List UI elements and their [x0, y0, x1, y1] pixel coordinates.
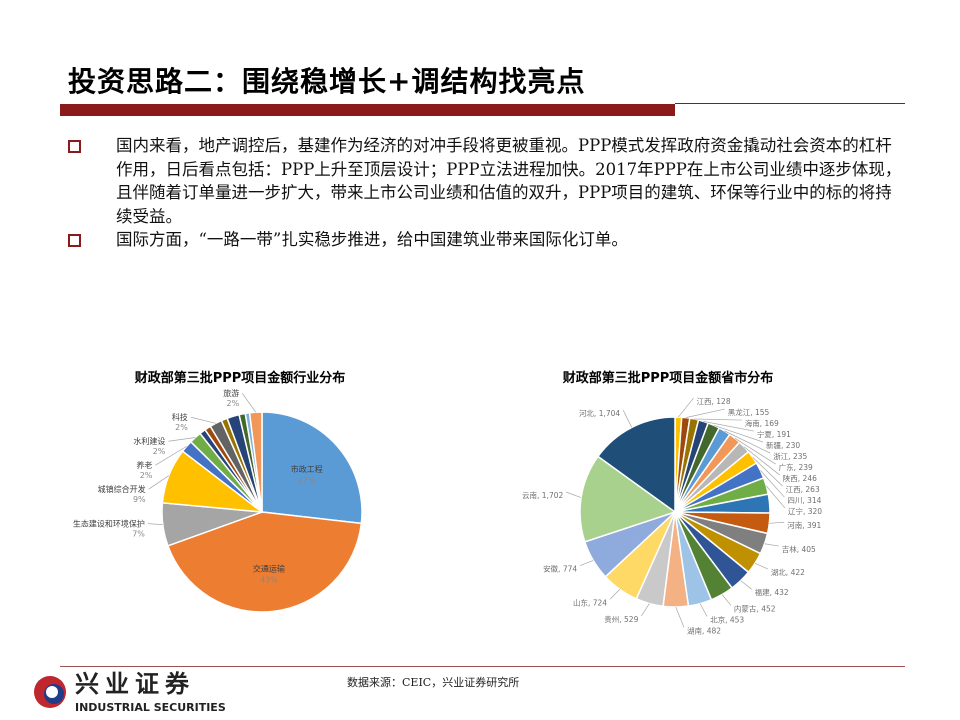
- slice-label: 贵州, 529: [604, 614, 638, 624]
- slice-label: 山东, 724: [573, 597, 607, 607]
- slice-label: 河北, 1,704: [579, 409, 620, 418]
- leader-line: [703, 421, 754, 432]
- slice-value: 43%: [260, 576, 278, 585]
- slice-label: 交通运输: [253, 564, 285, 574]
- slice-label: 养老: [136, 460, 152, 470]
- slice-value: 2%: [140, 471, 153, 480]
- slice-value: 9%: [133, 495, 146, 504]
- slice-label: 旅游: [223, 388, 239, 398]
- slice-label: 黑龙江, 155: [728, 407, 770, 417]
- leader-line: [754, 562, 768, 570]
- leader-line: [769, 521, 785, 524]
- leader-line: [148, 475, 170, 490]
- slice-value: 7%: [132, 530, 145, 539]
- slice-label: 浙江, 235: [773, 451, 807, 461]
- slice-label: 河南, 391: [787, 520, 821, 530]
- leader-line: [609, 589, 621, 600]
- leader-line: [168, 437, 196, 442]
- leader-line: [699, 603, 708, 617]
- slice-label: 江西, 263: [786, 485, 820, 494]
- slice-label: 生态建设和环境保护: [73, 519, 145, 529]
- slice-label: 四川, 314: [787, 496, 821, 505]
- pie-slice: [579, 455, 677, 543]
- leader-line: [766, 485, 786, 509]
- leader-line: [740, 580, 752, 590]
- leader-line: [241, 393, 257, 413]
- bullet-text: 国际方面，“一路一带”扎实稳步推进，给中国建筑业带来国际化订单。: [116, 230, 628, 249]
- footer-divider: [60, 666, 905, 667]
- chart-title: 财政部第三批PPP项目金额省市分布: [563, 370, 774, 386]
- pie-slice: [261, 411, 363, 525]
- slice-label: 北京, 453: [710, 614, 744, 624]
- slice-label: 江西, 128: [697, 397, 731, 406]
- slice-label: 城镇综合开发: [98, 484, 146, 494]
- title-accent-bar: [60, 104, 675, 116]
- leader-line: [641, 603, 650, 617]
- pie-slice: [596, 416, 676, 514]
- leader-line: [724, 430, 771, 454]
- leader-line: [721, 594, 732, 606]
- slice-label: 陕西, 246: [783, 473, 817, 483]
- slice-label: 新疆, 230: [766, 440, 800, 450]
- slice-label: 辽宁, 320: [788, 506, 822, 516]
- bullet-item: 国内来看，地产调控后，基建作为经济的对冲手段将更被重视。PPP模式发挥政府资金撬…: [68, 134, 908, 228]
- leader-line: [147, 523, 163, 525]
- square-bullet-icon: [68, 140, 81, 153]
- slice-label: 云南, 1,702: [522, 490, 563, 500]
- logo-en-text: INDUSTRIAL SECURITIES: [75, 701, 226, 714]
- leader-line: [764, 543, 779, 547]
- leader-line: [675, 606, 685, 628]
- leader-line: [713, 424, 764, 443]
- slice-value: 2%: [175, 423, 188, 432]
- title-divider: [675, 103, 905, 104]
- bullet-list: 国内来看，地产调控后，基建作为经济的对冲手段将更被重视。PPP模式发挥政府资金撬…: [68, 134, 908, 252]
- leader-line: [566, 491, 582, 498]
- logo-cn-text: 兴业证券: [75, 669, 195, 698]
- bullet-item: 国际方面，“一路一带”扎实稳步推进，给中国建筑业带来国际化订单。: [68, 228, 908, 252]
- leader-line: [752, 457, 783, 487]
- logo-emblem-icon: [34, 676, 66, 708]
- leader-line: [694, 418, 742, 421]
- leader-line: [580, 560, 594, 566]
- leader-line: [685, 408, 725, 418]
- slice-label: 吉林, 405: [782, 544, 816, 554]
- slice-label: 湖南, 482: [687, 625, 721, 635]
- leader-line: [743, 446, 781, 476]
- data-source: 数据来源：CEIC，兴业证券研究所: [347, 676, 520, 689]
- slice-label: 宁夏, 191: [757, 429, 791, 439]
- slice-label: 广东, 239: [779, 462, 813, 472]
- company-logo: 兴业证券 INDUSTRIAL SECURITIES: [30, 670, 260, 718]
- leader-line: [622, 410, 633, 428]
- leader-line: [190, 416, 216, 424]
- slice-label: 内蒙古, 452: [734, 603, 776, 613]
- slice-label: 海南, 169: [745, 418, 779, 428]
- slice-value: 2%: [153, 447, 166, 456]
- leader-line: [155, 446, 187, 466]
- slice-label: 科技: [172, 412, 188, 422]
- chart-title: 财政部第三批PPP项目金额行业分布: [135, 370, 346, 386]
- slice-label: 湖北, 422: [771, 568, 805, 577]
- slice-label: 福建, 432: [755, 587, 789, 597]
- slice-value: 27%: [298, 476, 316, 485]
- slice-label: 水利建设: [133, 436, 165, 446]
- leader-line: [734, 437, 776, 465]
- pie-slice: [166, 511, 363, 613]
- industry-pie-chart: 财政部第三批PPP项目金额行业分布市政工程27%交通运输43%旅游2%科技2%水…: [73, 370, 363, 613]
- slice-label: 市政工程: [291, 464, 323, 474]
- slice-value: 2%: [226, 399, 239, 408]
- slice-label: 安徽, 774: [543, 564, 577, 574]
- bullet-text: 国内来看，地产调控后，基建作为经济的对冲手段将更被重视。PPP模式发挥政府资金撬…: [116, 136, 902, 226]
- slide-title: 投资思路二：围绕稳增长+调结构找亮点: [68, 65, 586, 98]
- square-bullet-icon: [68, 234, 81, 247]
- leader-line: [678, 397, 694, 418]
- leader-line: [760, 470, 785, 498]
